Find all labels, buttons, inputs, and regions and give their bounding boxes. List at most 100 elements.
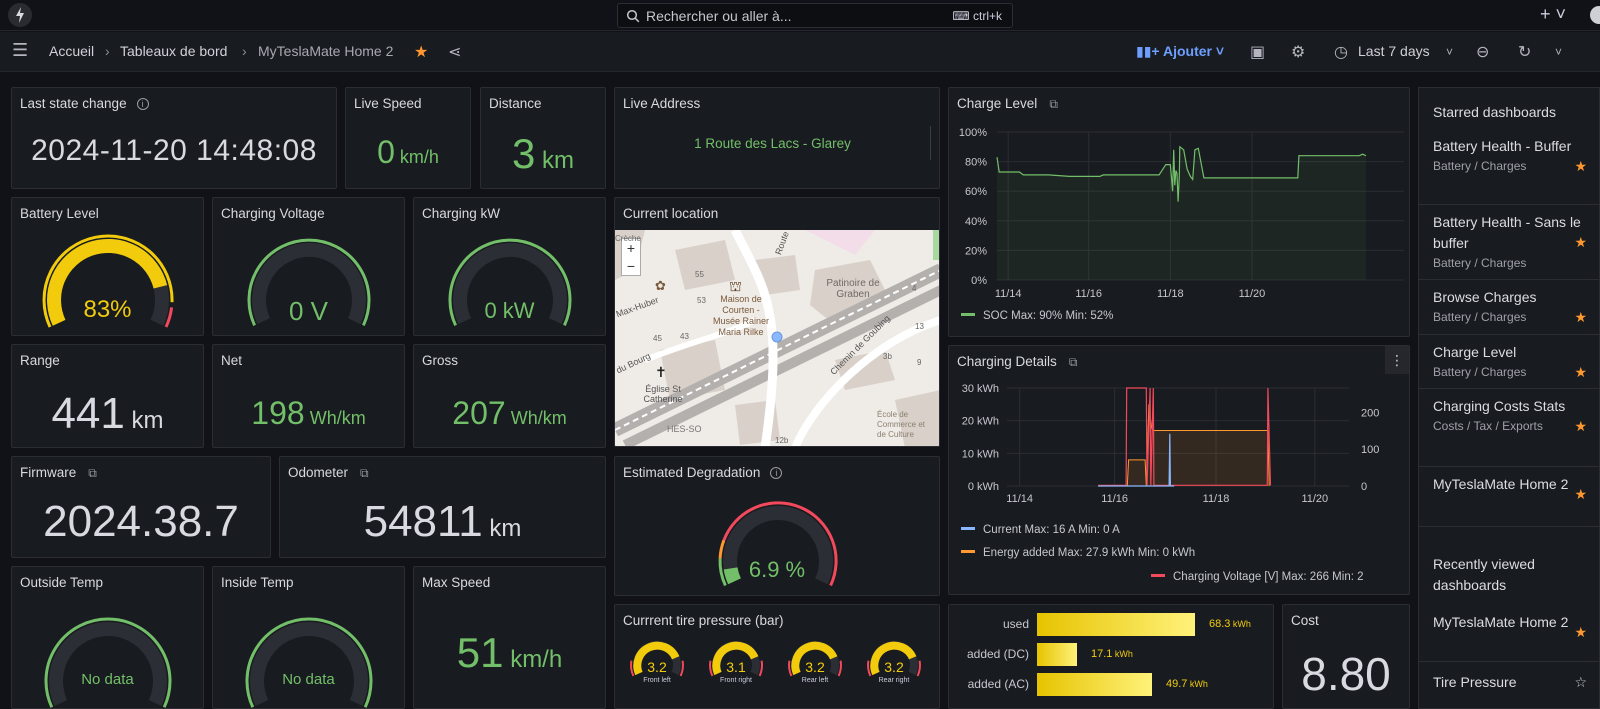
search-box[interactable]: Rechercher ou aller à... ⌨ ctrl+k	[617, 3, 1013, 28]
tire-value: 3.2	[647, 659, 667, 675]
y-tick-label: 30 kWh	[962, 383, 999, 395]
y-tick-label: 0%	[971, 275, 987, 287]
grafana-logo-icon[interactable]	[8, 3, 32, 27]
map[interactable]: + − Patinoire de Graben Maison de Courten…	[615, 230, 939, 446]
refresh-interval-chevron-icon[interactable]: ˅	[1555, 45, 1563, 59]
outside-temp-gauge	[44, 617, 172, 708]
soc-series-line	[996, 145, 1367, 202]
x-tick-label: 11/20	[1239, 288, 1266, 300]
external-link-icon[interactable]: ⧉	[88, 466, 97, 480]
panel-net: Net 198 Wh/km	[212, 344, 405, 448]
starred-dashboard-item[interactable]: Battery Health - Buffer Battery / Charges	[1433, 136, 1593, 173]
tire-label: Rear left	[801, 677, 829, 684]
panel-title: Inside Temp	[221, 575, 294, 590]
x-tick-label: 11/14	[1006, 493, 1033, 505]
panel-menu-icon[interactable]: ⋮	[1385, 346, 1409, 374]
keyboard-icon: ⌨	[952, 9, 970, 23]
starred-dashboard-item[interactable]: Charge Level Battery / Charges	[1433, 342, 1593, 379]
net-value: 198 Wh/km	[251, 395, 366, 431]
add-panel-icon: ▮▮+	[1136, 43, 1160, 59]
star-icon[interactable]: ★	[1574, 486, 1587, 502]
y2-tick-label: 200	[1361, 407, 1379, 419]
info-icon[interactable]: i	[136, 98, 149, 110]
starred-dashboard-item[interactable]: Browse Charges Battery / Charges	[1433, 287, 1593, 324]
star-icon[interactable]: ★	[1574, 309, 1587, 325]
add-button[interactable]: ▮▮+ Ajouter ˅	[1136, 43, 1225, 59]
dashboard-title: Charge Level	[1433, 344, 1517, 360]
panel-title: Odometer ⧉	[288, 465, 369, 480]
external-link-icon[interactable]: ⧉	[1049, 97, 1058, 111]
cost-value: 8.80	[1301, 648, 1391, 700]
star-icon[interactable]: ★	[1574, 624, 1587, 640]
zoom-out-icon[interactable]: ⊖	[1476, 44, 1490, 61]
map-house-number: 13	[915, 322, 924, 331]
zoom-out-icon[interactable]: −	[626, 258, 636, 274]
map-label-creche: Crèche	[615, 234, 641, 243]
divider	[1419, 204, 1600, 205]
map-house-number: 55	[695, 270, 704, 279]
panel-title: Charging kW	[422, 206, 501, 221]
chevron-down-icon[interactable]: ˅	[1446, 45, 1454, 59]
new-plus-icon[interactable]: + ˅	[1540, 4, 1567, 24]
energy-bar-value: 49.7 kWh	[1166, 678, 1208, 690]
refresh-icon[interactable]: ↻	[1518, 44, 1532, 61]
starred-dashboard-item[interactable]: Battery Health - Sans le buffer Battery /…	[1433, 212, 1593, 270]
legend-current[interactable]: Current Max: 16 A Min: 0 A	[961, 524, 1120, 536]
external-link-icon[interactable]: ⧉	[1068, 355, 1078, 369]
add-label: Ajouter	[1162, 43, 1212, 59]
panel-title: Live Speed	[354, 96, 422, 111]
inside-temp-value: No data	[282, 671, 335, 688]
voltage-gauge	[247, 238, 371, 327]
breadcrumb-home[interactable]: Accueil	[49, 43, 95, 59]
starred-dashboard-item[interactable]: MyTeslaMate Home 2	[1433, 474, 1593, 495]
starred-dashboard-item[interactable]: Charging Costs Stats Costs / Tax / Export…	[1433, 396, 1593, 433]
legend-soc[interactable]: SOC Max: 90% Min: 52%	[961, 310, 1113, 322]
panel-title: Charging Details ⧉	[957, 354, 1078, 369]
breadcrumb-dashboards[interactable]: Tableaux de bord	[120, 43, 228, 59]
map-zoom-controls[interactable]: + −	[621, 238, 641, 276]
save-icon[interactable]: ▣	[1250, 44, 1266, 61]
dashboard-title: Browse Charges	[1433, 289, 1537, 305]
battery-gauge	[42, 234, 174, 328]
tire-gauge: 3.2 Rear right	[864, 639, 924, 699]
panel-distance: Distance 3 km	[480, 87, 606, 189]
panel-cost: Cost 8.80	[1282, 604, 1410, 709]
star-icon[interactable]: ★	[1574, 234, 1587, 250]
y-tick-label: 0 kWh	[968, 481, 999, 493]
divider	[1419, 526, 1600, 527]
tire-label: Rear right	[878, 677, 910, 684]
star-icon[interactable]: ★	[414, 44, 429, 61]
dashboard-title: Charging Costs Stats	[1433, 398, 1566, 414]
recent-dashboard-item[interactable]: MyTeslaMate Home 2	[1433, 612, 1593, 633]
panel-title: Charge Level ⧉	[957, 96, 1058, 111]
zoom-in-icon[interactable]: +	[626, 240, 636, 256]
legend-energy-added[interactable]: Energy added Max: 27.9 kWh Min: 0 kWh	[961, 547, 1195, 559]
star-icon[interactable]: ☆	[1574, 674, 1587, 690]
external-link-icon[interactable]: ⧉	[360, 466, 369, 480]
dashboard-title: Battery Health - Sans le buffer	[1433, 214, 1581, 251]
recent-dashboard-item[interactable]: Tire Pressure	[1433, 672, 1593, 693]
scrollbar[interactable]	[930, 126, 931, 160]
star-icon[interactable]: ★	[1574, 364, 1587, 380]
dashboard-nav-bar: ☰ Accueil › Tableaux de bord › MyTeslaMa…	[0, 32, 1600, 72]
dashboard-title: MyTeslaMate Home 2	[1433, 476, 1569, 492]
panel-title: Last state change i	[20, 96, 149, 111]
gear-icon[interactable]: ⚙	[1291, 44, 1306, 61]
legend-charging-voltage[interactable]: Charging Voltage [V] Max: 266 Min: 2	[1151, 571, 1364, 583]
menu-icon[interactable]: ☰	[12, 40, 29, 60]
info-icon[interactable]: i	[770, 467, 783, 479]
share-icon[interactable]: ⋖	[448, 44, 462, 61]
map-label-ecole: École de Commerce et de Culture	[877, 410, 926, 439]
top-bar: Rechercher ou aller à... ⌨ ctrl+k + ˅	[0, 0, 1600, 31]
y2-tick-label: 0	[1361, 481, 1367, 493]
degradation-value: 6.9 %	[748, 557, 806, 582]
avatar[interactable]	[1590, 6, 1600, 24]
y-tick-label: 40%	[965, 216, 987, 228]
panel-last-state-change: Last state change i 2024-11-20 14:48:08	[11, 87, 337, 189]
star-icon[interactable]: ★	[1574, 158, 1587, 174]
search-placeholder: Rechercher ou aller à...	[646, 8, 792, 24]
clock-icon[interactable]: ◷	[1334, 44, 1348, 61]
time-range-picker[interactable]: Last 7 days	[1358, 43, 1430, 59]
star-icon[interactable]: ★	[1574, 418, 1587, 434]
outside-temp-value: No data	[81, 671, 134, 688]
